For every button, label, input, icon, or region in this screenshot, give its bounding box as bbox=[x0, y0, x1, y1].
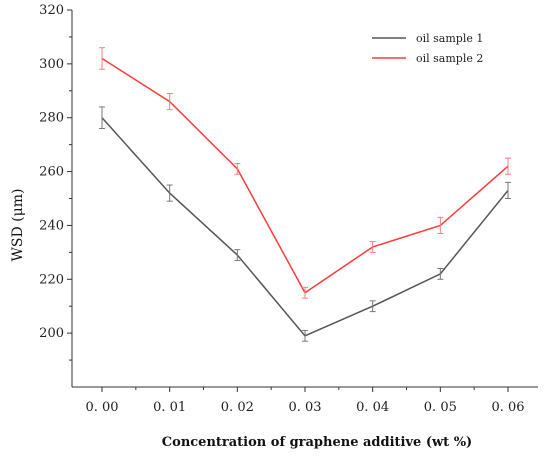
y-axis-ticks: 200 220 240 260 280 300 320 bbox=[39, 3, 72, 361]
x-tick-label: 0. 04 bbox=[356, 400, 389, 415]
x-axis-label: Concentration of graphene additive (wt %… bbox=[162, 435, 472, 450]
error-bar bbox=[234, 249, 241, 261]
error-bar bbox=[302, 286, 308, 299]
error-bar bbox=[166, 184, 173, 202]
x-tick-label: 0. 05 bbox=[424, 400, 457, 415]
y-tick-label: 220 bbox=[39, 272, 64, 287]
y-tick-label: 280 bbox=[39, 111, 64, 126]
legend-item: oil sample 2 bbox=[372, 52, 483, 65]
error-bar bbox=[302, 329, 308, 342]
legend-label: oil sample 1 bbox=[416, 32, 483, 45]
legend-label: oil sample 2 bbox=[416, 52, 483, 65]
error-bar bbox=[99, 106, 105, 129]
series-group bbox=[99, 47, 511, 342]
y-tick-label: 260 bbox=[39, 165, 64, 180]
x-tick-label: 0. 00 bbox=[85, 400, 118, 415]
y-tick-label: 200 bbox=[39, 326, 64, 341]
error-bar bbox=[505, 181, 511, 199]
legend: oil sample 1 oil sample 2 bbox=[372, 32, 483, 65]
y-tick-label: 240 bbox=[39, 218, 64, 233]
error-bar bbox=[234, 162, 241, 175]
x-tick-label: 0. 01 bbox=[153, 400, 186, 415]
error-bar bbox=[166, 92, 173, 111]
series-1 bbox=[99, 106, 511, 342]
series-line bbox=[101, 117, 509, 337]
error-bar bbox=[437, 268, 444, 280]
error-bar bbox=[369, 300, 376, 313]
error-bar bbox=[505, 157, 511, 175]
x-axis-ticks: 0. 00 0. 01 0. 02 0. 03 0. 04 0. 05 0. 06 bbox=[85, 387, 525, 415]
series-2 bbox=[99, 47, 511, 299]
series-line bbox=[101, 57, 509, 294]
y-tick-label: 320 bbox=[39, 3, 64, 18]
legend-item: oil sample 1 bbox=[372, 32, 483, 45]
error-bar bbox=[99, 47, 105, 70]
error-bar bbox=[437, 216, 444, 235]
y-axis-label: WSD (μm) bbox=[10, 189, 26, 262]
x-tick-label: 0. 03 bbox=[288, 400, 321, 415]
x-tick-label: 0. 02 bbox=[221, 400, 254, 415]
x-tick-label: 0. 06 bbox=[491, 400, 524, 415]
y-tick-label: 300 bbox=[39, 57, 64, 72]
error-bar bbox=[369, 241, 376, 253]
